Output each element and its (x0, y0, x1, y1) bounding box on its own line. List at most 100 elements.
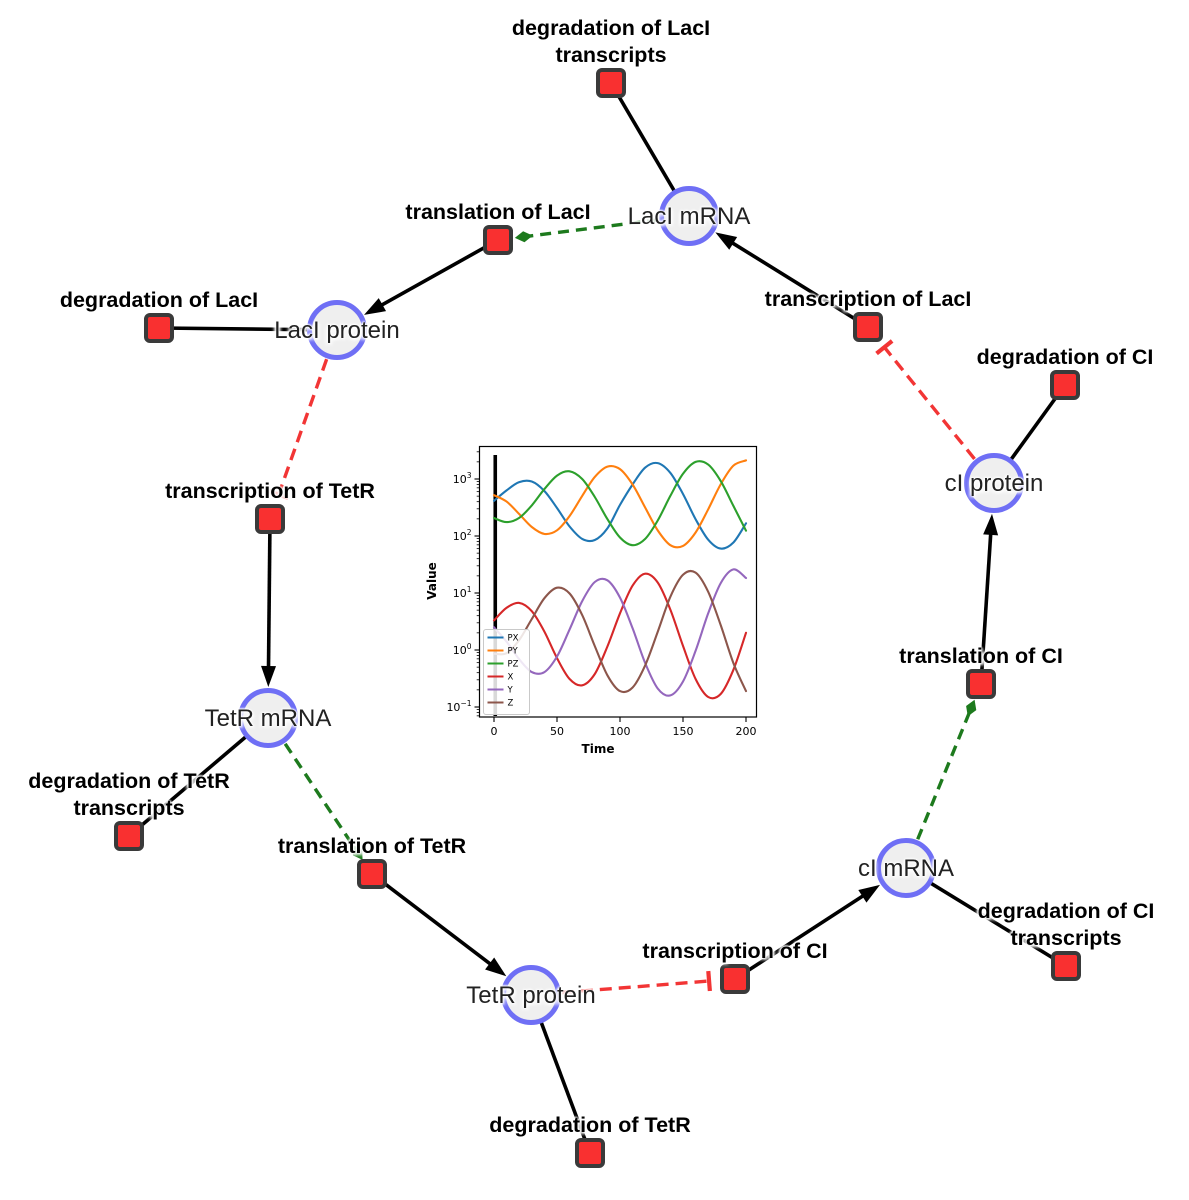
legend-label-Y: Y (507, 686, 514, 696)
legend-label-PX: PX (508, 634, 519, 644)
x-axis-label: Time (582, 742, 615, 756)
deg-ci-tx-label-line: degradation of CI (977, 899, 1155, 923)
ci-mrna-node[interactable] (876, 838, 936, 898)
tl-tetr-label-line: translation of TetR (277, 834, 467, 858)
tr-tetr-label: transcription of TetR (165, 478, 375, 505)
y-tick-label-0: 103 (453, 471, 472, 486)
edge-tl-tetr-tetr-prot-arrowhead (485, 957, 507, 977)
y-tick-label-4: 10−1 (446, 699, 471, 714)
ci-prot-label: cI protein (944, 470, 1044, 497)
laci-mrna-label: LacI mRNA (627, 203, 751, 230)
deg-laci-tx-label-line: degradation of LacI (511, 16, 711, 40)
edge-ci-mrna-tl-ci (916, 712, 971, 840)
edge-tl-ci-ci-prot (980, 525, 994, 671)
deg-laci-tx-label: degradation of LacI transcripts (512, 15, 710, 69)
tetr-mrna-node[interactable] (238, 688, 298, 748)
series-PZ-line (492, 460, 748, 547)
ci-prot-node[interactable] (964, 453, 1024, 513)
legend-label-Z: Z (508, 699, 514, 709)
series-PY-line (492, 459, 748, 549)
series-Z-line (492, 569, 748, 694)
y-tick-label-3: 100 (453, 642, 472, 657)
tr-laci-label: transcription of LacI (765, 286, 972, 313)
tl-ci-label: translation of CI (899, 643, 1063, 670)
deg-tetr-node[interactable] (575, 1138, 605, 1168)
edge-laci-mrna-tl-laci-diamond-head (514, 231, 533, 243)
tetr-prot-label: TetR protein (466, 982, 596, 1009)
deg-laci-node[interactable] (144, 313, 174, 343)
series-X-line (492, 572, 748, 700)
tr-ci-node[interactable] (720, 964, 750, 994)
edge-ci-prot-tr-laci-inhibitor-bar (875, 339, 894, 356)
tr-tetr-label-line: transcription of TetR (165, 479, 375, 503)
deg-tetr-tx-node[interactable] (114, 821, 144, 851)
edge-tr-tetr-tetr-mrna (266, 532, 272, 676)
edge-tetr-prot-tr-ci (561, 979, 710, 995)
deg-ci-node[interactable] (1050, 370, 1080, 400)
tr-laci-node[interactable] (853, 312, 883, 342)
edge-tetr-mrna-tl-tetr (283, 742, 357, 850)
edge-ci-prot-tr-laci (883, 346, 976, 460)
ci-mrna-label: cI mRNA (858, 855, 954, 882)
edge-tr-ci-ci-mrna-arrowhead (858, 884, 880, 903)
deg-tetr-tx-label: degradation of TetR transcripts (28, 768, 229, 822)
deg-ci-tx-label: degradation of CI transcripts (978, 898, 1155, 952)
x-tick-label-3: 150 (673, 725, 694, 738)
tl-tetr-node[interactable] (357, 859, 387, 889)
edge-tr-ci-ci-mrna (745, 889, 871, 973)
tr-ci-label: transcription of CI (642, 938, 827, 965)
deg-tetr-tx-label-line: degradation of TetR (28, 769, 230, 793)
deg-laci-label: degradation of LacI (60, 287, 258, 314)
deg-ci-label-line: degradation of CI (976, 345, 1154, 369)
tl-tetr-label: translation of TetR (278, 833, 466, 860)
x-tick-label-0: 0 (491, 725, 498, 738)
tr-ci-label-line: transcription of CI (642, 939, 828, 963)
tl-laci-label-line: translation of LacI (405, 200, 591, 224)
edge-tl-laci-laci-prot (373, 245, 487, 311)
series-Y-line (492, 568, 748, 697)
deg-laci-tx-node[interactable] (596, 68, 626, 98)
deg-ci-tx-node[interactable] (1051, 951, 1081, 981)
deg-laci-label-line: degradation of LacI (59, 288, 259, 312)
edge-tl-tetr-tetr-prot (382, 881, 498, 971)
tr-laci-label-line: transcription of LacI (764, 287, 972, 311)
x-tick-label-2: 100 (610, 725, 631, 738)
edge-laci-mrna-tl-laci (528, 218, 659, 238)
laci-prot-label: LacI protein (274, 317, 400, 344)
tetr-mrna-label: TetR mRNA (204, 705, 332, 732)
deg-laci-tx-label-line: transcripts (555, 43, 667, 67)
legend-label-PY: PY (508, 647, 519, 657)
edge-ci-mrna-tl-ci-diamond-head (966, 699, 977, 717)
y-tick-label-1: 102 (453, 528, 472, 543)
tl-ci-node[interactable] (966, 669, 996, 699)
deg-ci-label: degradation of CI (977, 344, 1154, 371)
deg-tetr-tx-label-line: transcripts (73, 796, 185, 820)
tetr-prot-node[interactable] (501, 965, 561, 1025)
laci-mrna-node[interactable] (659, 186, 719, 246)
chart-frame (478, 445, 758, 718)
deg-ci-tx-label-line: transcripts (1010, 926, 1122, 950)
y-tick-label-2: 101 (453, 585, 472, 600)
x-tick-label-1: 50 (550, 725, 564, 738)
deg-tetr-label-line: degradation of TetR (489, 1113, 691, 1137)
y-axis-label: Value (425, 562, 439, 600)
tl-laci-node[interactable] (483, 225, 513, 255)
edge-tr-laci-laci-mrna (724, 237, 858, 322)
edge-tl-ci-ci-prot-arrowhead (983, 513, 999, 536)
edge-tr-tetr-tetr-mrna-arrowhead (261, 665, 277, 688)
deg-tetr-label: degradation of TetR (489, 1112, 690, 1139)
edge-tetr-prot-tr-ci-inhibitor-bar (706, 970, 712, 992)
edge-ci-mrna-deg-ci-tx (905, 866, 1067, 968)
tl-laci-label: translation of LacI (405, 199, 590, 226)
tl-ci-label-line: translation of CI (899, 644, 1063, 668)
edge-tr-laci-laci-mrna-arrowhead (715, 232, 738, 250)
edge-tl-laci-laci-prot-arrowhead (364, 298, 387, 315)
series-PX-line (492, 461, 748, 550)
laci-prot-node[interactable] (307, 300, 367, 360)
edge-laci-prot-tr-tetr (277, 358, 329, 496)
tr-tetr-node[interactable] (255, 504, 285, 534)
edge-tetr-mrna-tl-tetr-diamond-head (352, 844, 363, 860)
